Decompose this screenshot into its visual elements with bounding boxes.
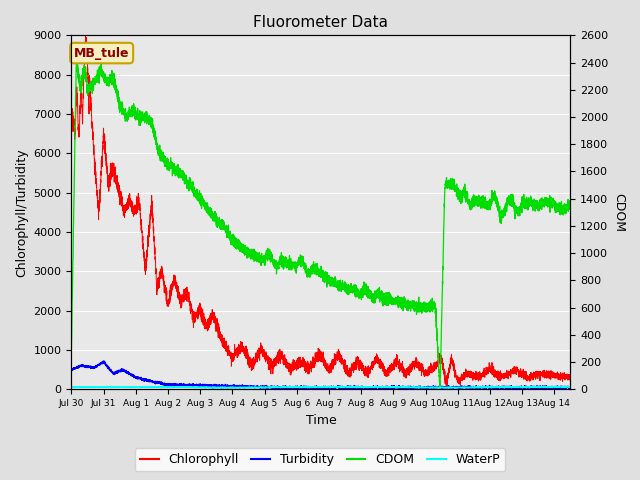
Turbidity: [367, 384, 374, 390]
WaterP: [158, 384, 166, 390]
CDOM: [392, 297, 400, 303]
Turbidity: [476, 386, 484, 392]
Turbidity: [259, 385, 266, 391]
WaterP: [68, 384, 76, 390]
CDOM: [478, 201, 486, 207]
CDOM: [259, 260, 266, 265]
WaterP: [258, 384, 266, 390]
CDOM: [566, 204, 574, 210]
Turbidity: [440, 384, 447, 390]
WaterP: [432, 385, 440, 391]
CDOM: [440, 218, 448, 224]
Line: CDOM: CDOM: [72, 60, 570, 388]
Legend: Chlorophyll, Turbidity, CDOM, WaterP: Chlorophyll, Turbidity, CDOM, WaterP: [135, 448, 505, 471]
CDOM: [436, 385, 444, 391]
Y-axis label: CDOM: CDOM: [612, 193, 625, 232]
Chlorophyll: [259, 348, 266, 354]
CDOM: [68, 347, 76, 352]
CDOM: [73, 58, 81, 63]
Chlorophyll: [443, 384, 451, 389]
CDOM: [158, 156, 166, 161]
X-axis label: Time: Time: [305, 414, 336, 427]
CDOM: [367, 293, 374, 299]
Chlorophyll: [392, 361, 400, 367]
Chlorophyll: [367, 363, 374, 369]
Chlorophyll: [478, 371, 486, 376]
Chlorophyll: [440, 368, 447, 373]
Chlorophyll: [158, 267, 166, 273]
Line: Chlorophyll: Chlorophyll: [72, 36, 570, 386]
Line: Turbidity: Turbidity: [72, 361, 570, 389]
Chlorophyll: [566, 377, 574, 383]
Turbidity: [566, 385, 574, 391]
Y-axis label: Chlorophyll/Turbidity: Chlorophyll/Turbidity: [15, 148, 28, 276]
WaterP: [478, 384, 486, 390]
WaterP: [324, 384, 332, 389]
Line: WaterP: WaterP: [72, 386, 570, 388]
Text: MB_tule: MB_tule: [74, 47, 129, 60]
Chlorophyll: [68, 120, 76, 125]
Turbidity: [100, 358, 108, 364]
WaterP: [566, 384, 574, 390]
Turbidity: [478, 385, 486, 391]
Turbidity: [392, 384, 400, 390]
WaterP: [367, 384, 374, 390]
Turbidity: [68, 367, 76, 373]
Title: Fluorometer Data: Fluorometer Data: [253, 15, 388, 30]
WaterP: [392, 384, 400, 390]
WaterP: [440, 384, 448, 390]
Chlorophyll: [82, 33, 90, 38]
Turbidity: [158, 380, 166, 386]
